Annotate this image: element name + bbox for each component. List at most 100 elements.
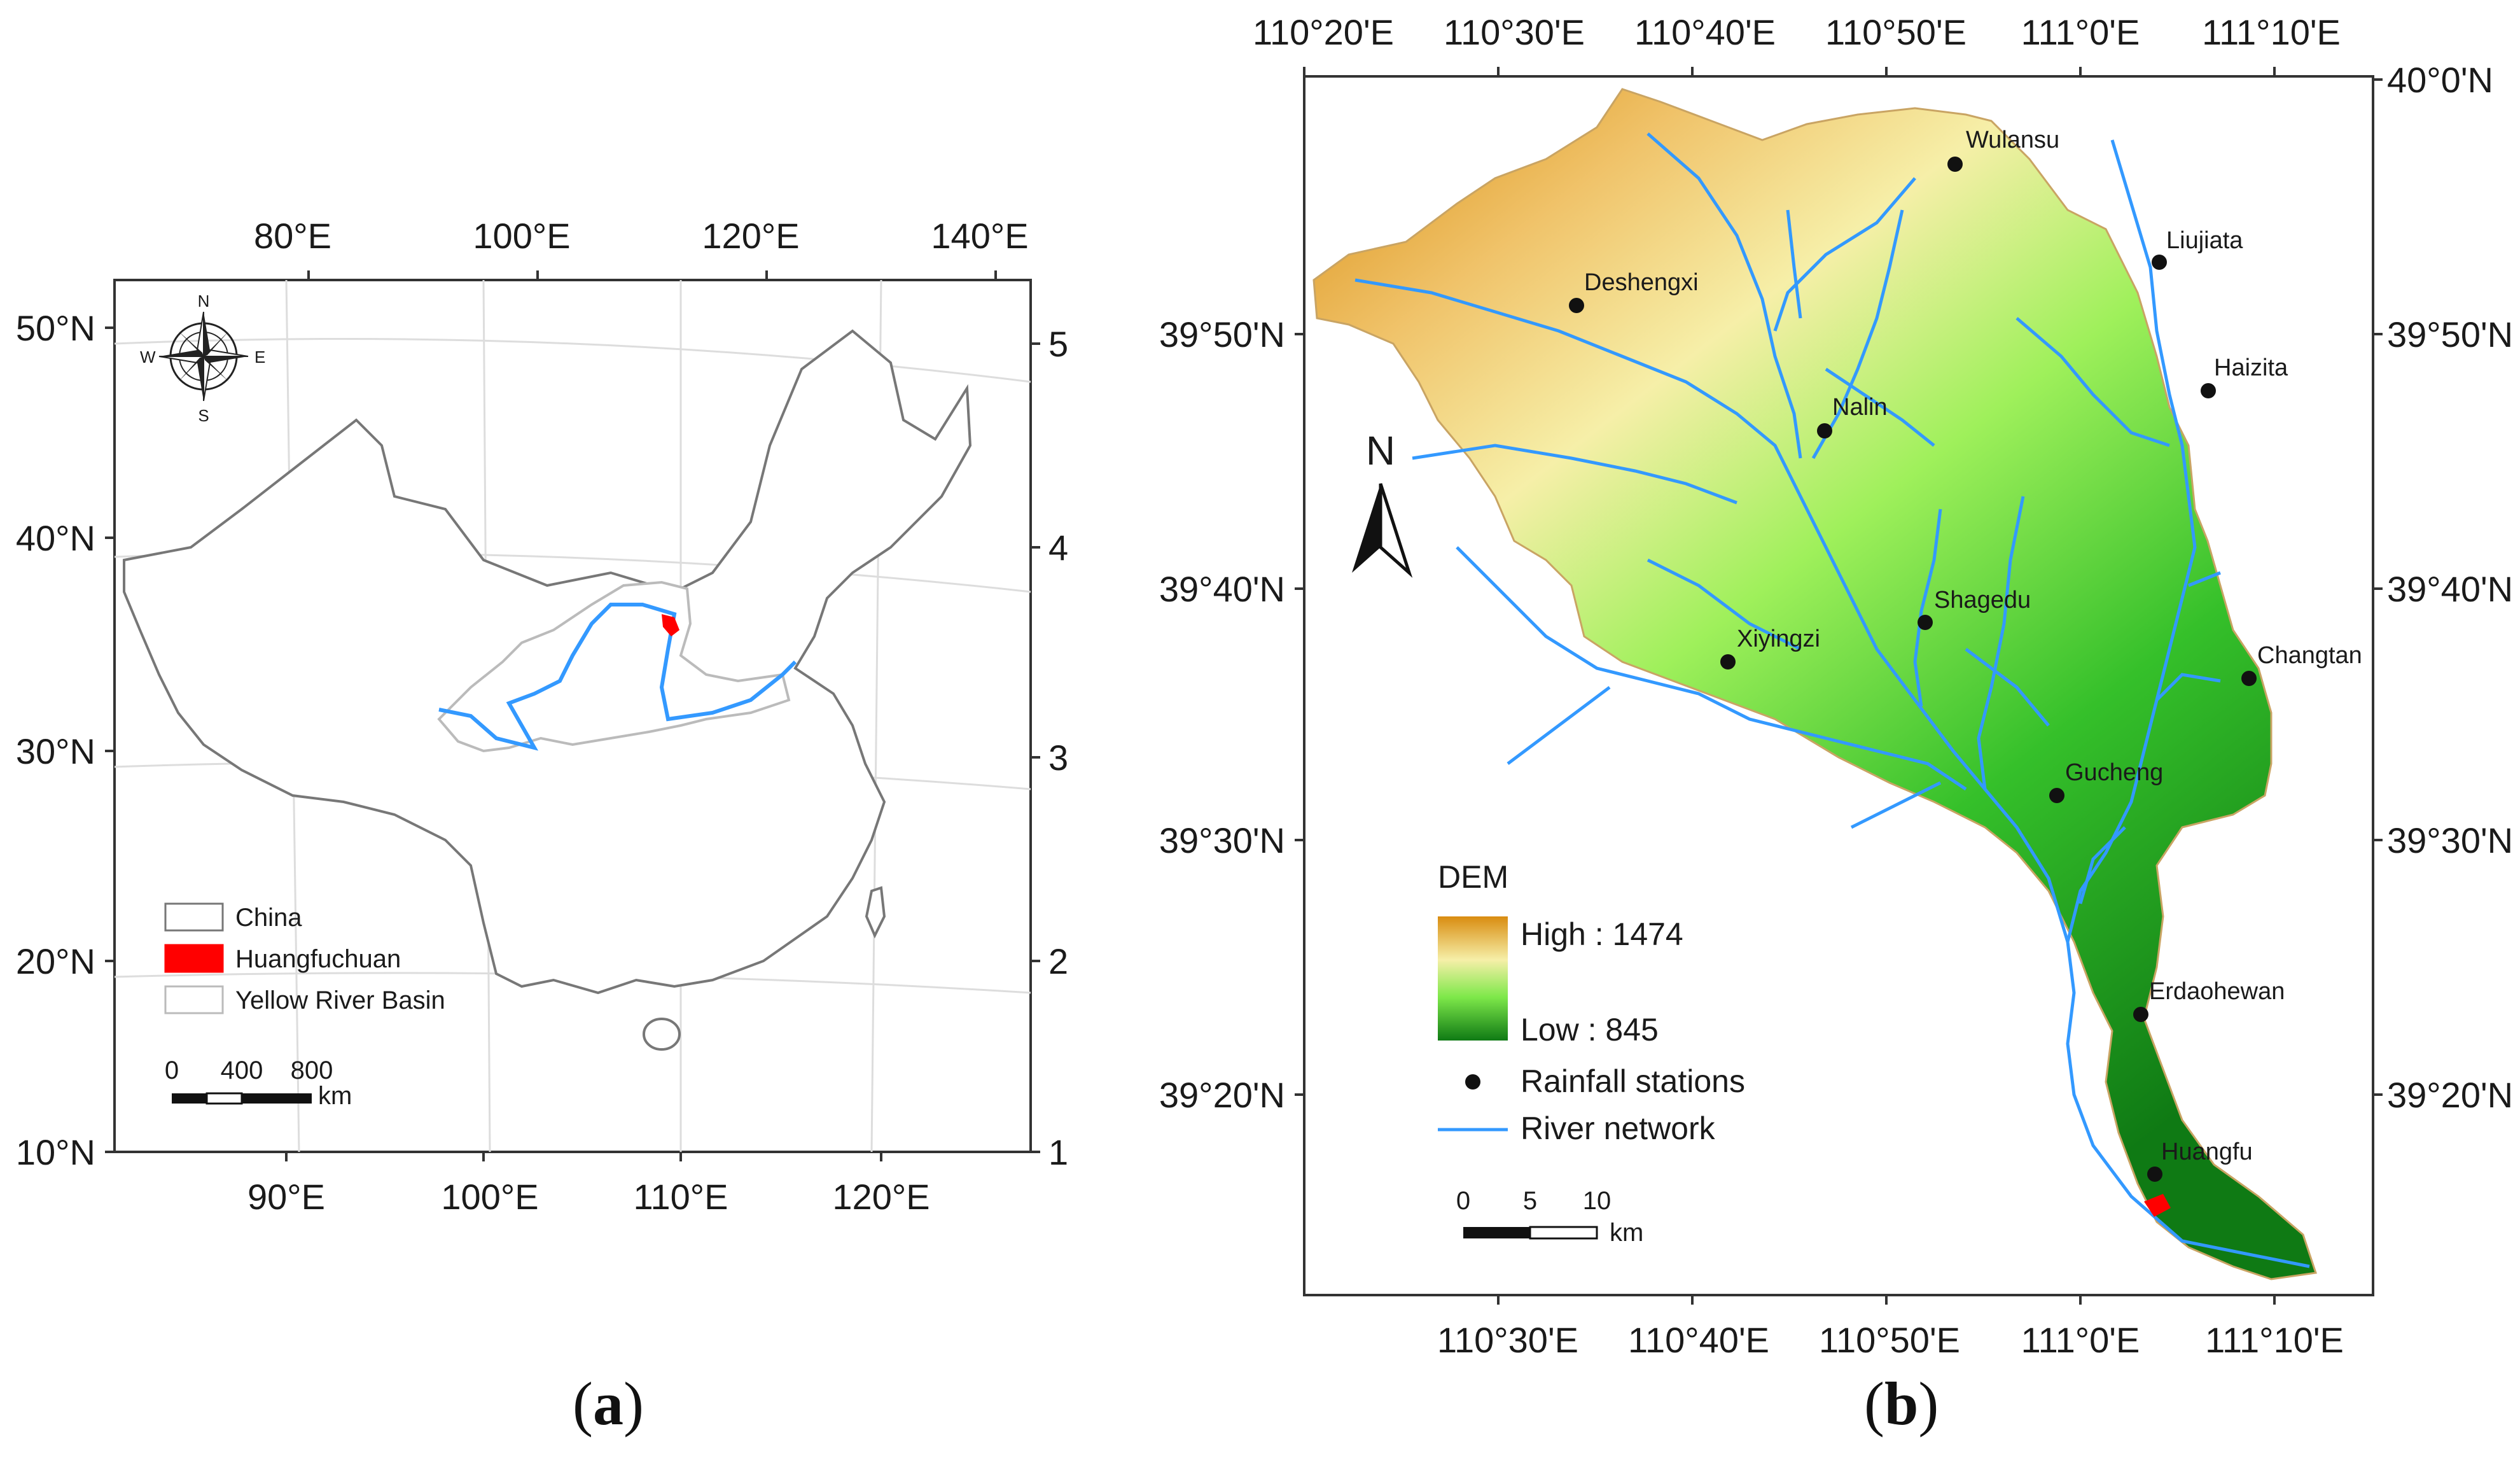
left-lat-label: 39°50'N <box>1159 314 1285 354</box>
bottom-lon-labels: 90°E 100°E 110°E 120°E <box>247 1177 930 1217</box>
left-lat-label: 50°N <box>16 308 95 348</box>
top-lon-label: 100°E <box>473 216 570 256</box>
bottom-lon-label: 110°E <box>633 1177 728 1217</box>
river-trib-1 <box>1786 209 1802 319</box>
bottom-lon-label: 110°40'E <box>1628 1320 1769 1360</box>
panel-b-legend: DEM High : 1474 Low : 845 Rainfall stati… <box>1438 859 1745 1146</box>
left-lat-label: 39°40'N <box>1159 569 1285 609</box>
river-network <box>1354 132 2310 1268</box>
right-lat-label: 39°20'N <box>2387 1075 2513 1115</box>
taiwan-island <box>865 886 886 939</box>
station-label: Xiyingzi <box>1737 626 1820 652</box>
compass-n-label: N <box>198 291 210 311</box>
station-label: Liujiata <box>2166 227 2243 254</box>
panel-a-svg: N S E W 80°E 100°E 120°E 140°E 90°E 100°… <box>16 216 1128 1217</box>
compass-rose-icon: N S E W <box>140 291 265 425</box>
station-label: Gucheng <box>2065 759 2163 786</box>
legend-swatch-yellow-river-basin <box>164 985 224 1014</box>
station-label: Wulansu <box>1966 127 2059 153</box>
dem-color-ramp <box>1438 916 1508 1041</box>
huangfuchuan-study-area <box>662 614 679 636</box>
right-lat-label: 39°50'N <box>2387 314 2513 354</box>
panel-a-scale-bar: 0 400 800 km <box>165 1056 352 1110</box>
station-deshengxi: Deshengxi <box>1569 269 1699 313</box>
station-shagedu: Shagedu <box>1918 587 2031 630</box>
station-xiyingzi: Xiyingzi <box>1720 626 1820 669</box>
caption-a: (a) <box>573 1370 644 1438</box>
river-trib-4 <box>1965 648 2050 727</box>
scale-tick-800: 800 <box>291 1056 333 1084</box>
river-trib-6 <box>2188 571 2221 587</box>
yellow-river <box>438 603 797 751</box>
river-mid-branch <box>1811 209 1904 459</box>
right-lat-label: 40°0'N <box>2387 60 2493 100</box>
frame-ticks <box>105 270 1040 1161</box>
top-lon-label: 80°E <box>254 216 331 256</box>
right-lat-label: 39°30'N <box>2387 820 2513 860</box>
station-label: Shagedu <box>1934 587 2031 613</box>
left-lat-labels: 50°N 40°N 30°N 20°N 10°N <box>16 308 95 1172</box>
bottom-lon-label: 111°0'E <box>2021 1320 2140 1360</box>
station-wulansu: Wulansu <box>1947 127 2059 172</box>
huangfuchuan-basin-dem <box>1312 88 2317 1280</box>
river-trib-7 <box>1850 781 1942 829</box>
river-haizita <box>2015 317 2170 447</box>
caption-a-letter: a <box>592 1370 623 1438</box>
legend-label-yellow-river-basin: Yellow River Basin <box>235 986 445 1014</box>
scale-tick-0: 0 <box>1456 1187 1470 1215</box>
scale-unit: km <box>318 1082 352 1110</box>
frame-ticks-b <box>1295 67 2383 1305</box>
right-lat-label: 40°N <box>1048 528 1069 568</box>
station-haizita: Haizita <box>2201 354 2288 398</box>
legend-river-label: River network <box>1521 1111 1716 1146</box>
legend-swatch-huangfuchuan <box>164 944 224 973</box>
top-lon-label: 111°0'E <box>2021 12 2140 52</box>
station-label: Haizita <box>2214 354 2288 381</box>
station-label: Erdaohewan <box>2149 978 2285 1005</box>
scale-tick-0: 0 <box>165 1056 179 1084</box>
compass-s-label: S <box>198 406 209 425</box>
river-nalin-west <box>1412 444 1737 505</box>
left-lat-label: 39°20'N <box>1159 1075 1285 1115</box>
station-label: Changtan <box>2257 642 2362 669</box>
top-lon-label: 140°E <box>931 216 1028 256</box>
left-lat-label: 40°N <box>16 518 95 558</box>
left-lat-labels-b: 39°50'N 39°40'N 39°30'N 39°20'N <box>1159 314 1285 1115</box>
river-main <box>2066 139 2310 1268</box>
panel-b-dem-map: Wulansu Liujiata Deshengxi Haizita Nalin… <box>1139 0 2520 1455</box>
top-lon-label: 110°30'E <box>1444 12 1585 52</box>
right-lat-label: 50°N <box>1048 324 1069 364</box>
compass-w-label: W <box>140 347 156 367</box>
right-lat-label: 10°N <box>1048 1132 1069 1172</box>
station-label: Nalin <box>1832 394 1888 421</box>
panel-a-legend: China Huangfuchuan Yellow River Basin <box>164 902 445 1014</box>
panel-b-scale-bar: 0 5 10 km <box>1456 1187 1643 1247</box>
right-lat-labels-b: 40°0'N 39°50'N 39°40'N 39°30'N 39°20'N <box>2387 60 2513 1115</box>
scale-tick-5: 5 <box>1523 1187 1537 1215</box>
right-lat-label: 30°N <box>1048 738 1069 778</box>
left-lat-label: 20°N <box>16 941 95 981</box>
legend-dem-high: High : 1474 <box>1521 916 1683 952</box>
panel-b-svg: Wulansu Liujiata Deshengxi Haizita Nalin… <box>1159 12 2513 1360</box>
river-west-main <box>1354 278 2070 943</box>
top-lon-label: 110°40'E <box>1634 12 1776 52</box>
river-east-branch <box>1977 496 2025 790</box>
hainan-island <box>643 1018 681 1051</box>
left-lat-label: 30°N <box>16 731 95 771</box>
top-lon-label: 110°50'E <box>1825 12 1967 52</box>
station-label: Huangfu <box>2161 1139 2253 1165</box>
caption-b: (b) <box>1864 1370 1939 1438</box>
river-trib-5 <box>2155 673 2221 701</box>
bottom-lon-label: 110°50'E <box>1819 1320 1960 1360</box>
river-trib-2 <box>1825 367 1935 447</box>
bottom-lon-label: 120°E <box>832 1177 929 1217</box>
yellow-river-basin-outline <box>437 580 791 753</box>
legend-stations-label: Rainfall stations <box>1521 1063 1745 1099</box>
legend-label-china: China <box>235 904 302 932</box>
outlet-marker <box>2144 1194 2171 1217</box>
caption-b-letter: b <box>1884 1370 1919 1438</box>
scale-tick-10: 10 <box>1583 1187 1612 1215</box>
right-lat-label: 20°N <box>1048 941 1069 981</box>
bottom-lon-labels-b: 110°30'E 110°40'E 110°50'E 111°0'E 111°1… <box>1437 1320 2344 1360</box>
station-erdaohewan: Erdaohewan <box>2133 978 2285 1022</box>
